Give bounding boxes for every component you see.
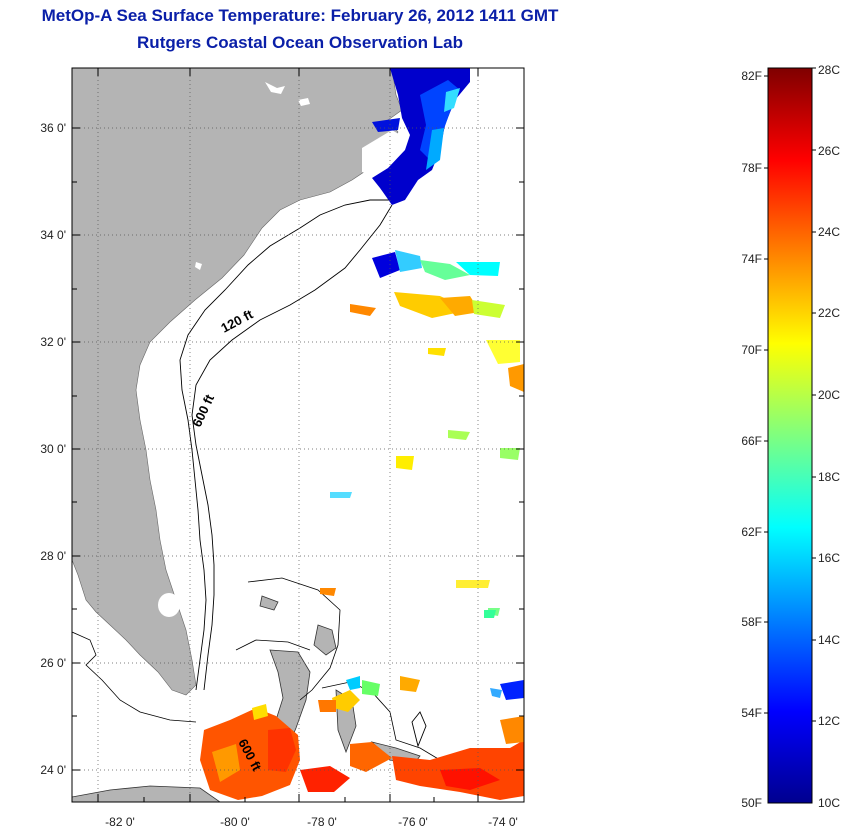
colorbar-f-label: 58F — [741, 615, 762, 629]
lat-tick-label: 34 0' — [40, 228, 66, 242]
lake-okeechobee — [158, 593, 180, 617]
bahamas-island — [259, 595, 279, 611]
contour-600ft — [191, 204, 393, 691]
grid — [72, 68, 524, 802]
contour-shelf — [235, 639, 311, 651]
colorbar-c-label: 16C — [818, 551, 840, 565]
contour-120ft — [179, 199, 392, 691]
sst-data — [200, 68, 524, 800]
lon-tick-label: -74 0' — [488, 815, 518, 829]
colorbar — [767, 67, 813, 804]
axis-ticks — [72, 68, 524, 802]
lon-tick-label: -82 0' — [105, 815, 135, 829]
lat-tick-label: 28 0' — [40, 549, 66, 563]
contour-reef — [411, 711, 427, 748]
colorbar-c-label: 18C — [818, 470, 840, 484]
inland-lake — [195, 262, 202, 270]
contour-shelf — [247, 577, 341, 701]
colorbar-ticks — [764, 67, 816, 722]
colorbar-c-label: 20C — [818, 388, 840, 402]
lat-tick-label: 36 0' — [40, 121, 66, 135]
map-title: MetOp-A Sea Surface Temperature: Februar… — [41, 6, 559, 25]
colorbar-c-label: 28C — [818, 63, 840, 77]
colorbar-c-label: 24C — [818, 225, 840, 239]
lon-tick-label: -78 0' — [307, 815, 337, 829]
colorbar-f-label: 54F — [741, 706, 762, 720]
bahamas-island — [313, 624, 337, 656]
lat-tick-label: 30 0' — [40, 442, 66, 456]
colorbar-c-label: 22C — [818, 306, 840, 320]
colorbar-f-label: 74F — [741, 252, 762, 266]
colorbar-f-label: 66F — [741, 434, 762, 448]
colorbar-c-label: 12C — [818, 714, 840, 728]
pamlico-sound — [362, 130, 408, 178]
colorbar-f-label: 70F — [741, 343, 762, 357]
colorbar-f-label: 78F — [741, 161, 762, 175]
colorbar-f-label: 50F — [741, 796, 762, 810]
inland-lake — [298, 98, 310, 106]
colorbar-f-label: 82F — [741, 69, 762, 83]
colorbar-c-label: 14C — [818, 633, 840, 647]
land-cuba — [72, 785, 221, 802]
lat-tick-label: 26 0' — [40, 656, 66, 670]
inland-lake — [265, 82, 285, 94]
colorbar-c-label: 10C — [818, 796, 840, 810]
colorbar-f-label: 62F — [741, 525, 762, 539]
lat-tick-label: 24 0' — [40, 763, 66, 777]
colorbar-c-label: 26C — [818, 144, 840, 158]
map-frame — [71, 67, 525, 803]
lon-tick-label: -80 0' — [220, 815, 250, 829]
contour-florida-keys — [72, 631, 197, 723]
lon-tick-label: -76 0' — [398, 815, 428, 829]
lat-tick-label: 32 0' — [40, 335, 66, 349]
map-subtitle: Rutgers Coastal Ocean Observation Lab — [137, 33, 463, 52]
